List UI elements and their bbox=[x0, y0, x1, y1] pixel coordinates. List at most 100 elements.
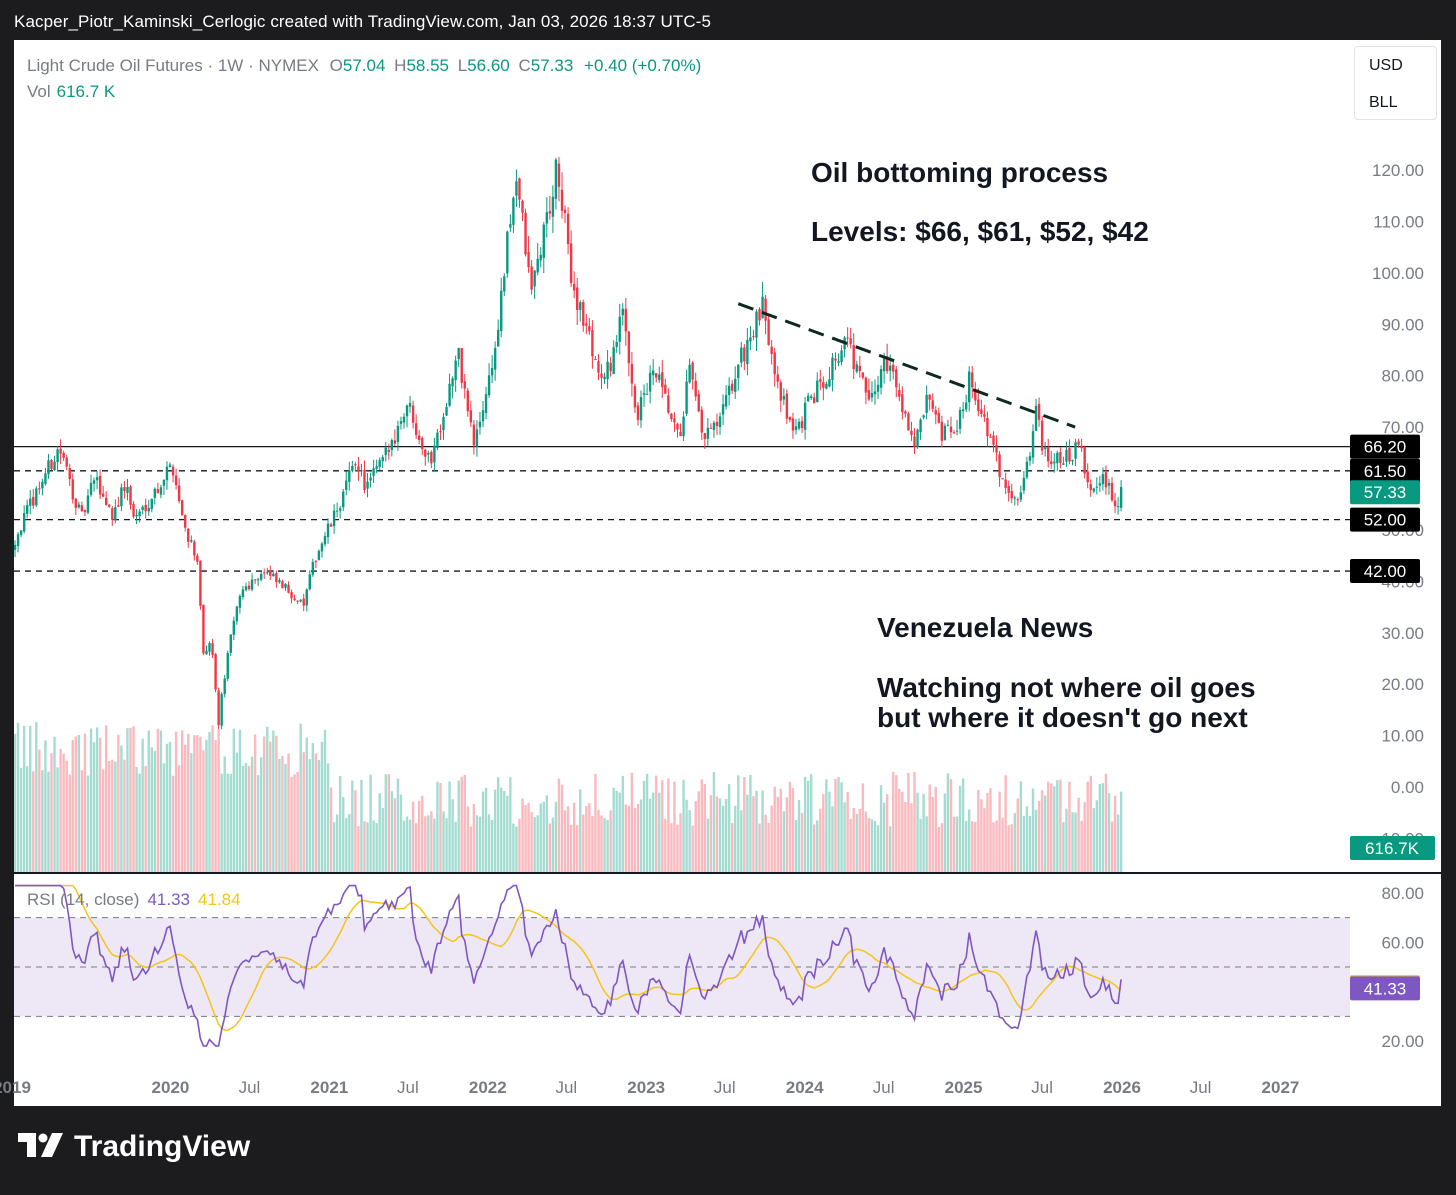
candle-body bbox=[1110, 482, 1114, 501]
tradingview-brand[interactable]: TradingView bbox=[18, 1130, 250, 1164]
volume-bar bbox=[153, 751, 157, 872]
volume-bar bbox=[1025, 806, 1029, 872]
volume-bar bbox=[1095, 800, 1099, 872]
candle-body bbox=[557, 163, 561, 187]
candle-body bbox=[952, 432, 956, 434]
candle-body bbox=[609, 362, 612, 372]
candle-body bbox=[655, 373, 658, 378]
price-axis[interactable]: 120.00110.00100.0090.0080.0070.0050.0040… bbox=[1372, 161, 1424, 848]
volume-bar bbox=[828, 791, 831, 872]
candle-body bbox=[363, 469, 366, 491]
high-label: H bbox=[394, 56, 407, 75]
candle-body bbox=[144, 504, 147, 512]
volume-bar bbox=[150, 747, 153, 872]
volume-bar bbox=[180, 730, 184, 872]
volume-bar bbox=[588, 803, 591, 872]
volume-bar bbox=[253, 734, 257, 872]
candle-body bbox=[496, 329, 500, 347]
candle-body bbox=[925, 394, 928, 413]
volume-bar bbox=[47, 771, 50, 872]
volume-bar bbox=[1059, 779, 1062, 872]
candle-body bbox=[569, 243, 573, 283]
candle-body bbox=[16, 534, 20, 546]
volume-bar bbox=[506, 795, 509, 872]
candle-body bbox=[858, 365, 862, 372]
candle-body bbox=[636, 405, 640, 420]
candle-body bbox=[709, 427, 713, 429]
volume-bar bbox=[901, 791, 904, 872]
volume-bar bbox=[320, 741, 324, 872]
candle-body bbox=[1107, 483, 1111, 486]
currency-label[interactable]: USD bbox=[1369, 57, 1403, 74]
volume-bar bbox=[184, 744, 187, 872]
candle-body bbox=[591, 330, 594, 357]
candle-body bbox=[755, 311, 758, 338]
currency-unit-selector[interactable]: USD BLL bbox=[1354, 46, 1437, 120]
candle-body bbox=[147, 508, 150, 512]
volume-bar bbox=[208, 732, 211, 872]
volume-bar bbox=[813, 824, 816, 872]
volume-bar bbox=[627, 805, 631, 872]
candle-body bbox=[168, 464, 172, 468]
time-tick-label: Jul bbox=[397, 1078, 419, 1097]
candle-body bbox=[621, 308, 624, 316]
candle-body bbox=[685, 381, 688, 414]
candle-body bbox=[998, 454, 1001, 478]
candle-body bbox=[904, 411, 907, 414]
level-badge: 61.50 bbox=[1364, 462, 1407, 481]
volume-bar bbox=[843, 802, 846, 872]
candle-body bbox=[414, 423, 418, 435]
rsi-tick-label: 20.00 bbox=[1381, 1032, 1424, 1051]
candle-body bbox=[208, 643, 211, 652]
volume-label[interactable]: Vol bbox=[27, 82, 51, 101]
volume-bar bbox=[800, 812, 804, 872]
candle-body bbox=[1004, 479, 1007, 488]
candle-body bbox=[740, 347, 743, 363]
volume-bar bbox=[1065, 808, 1068, 872]
volume-bar bbox=[290, 776, 293, 872]
candle-body bbox=[114, 507, 117, 521]
volume-bar bbox=[378, 793, 381, 872]
volume-bar bbox=[989, 788, 992, 872]
rsi-label[interactable]: RSI (14, close) bbox=[27, 890, 140, 909]
candle-body bbox=[302, 598, 305, 606]
candle-body bbox=[712, 422, 716, 430]
low-label: L bbox=[457, 56, 468, 75]
tradingview-logo-icon bbox=[18, 1133, 63, 1157]
candle-body bbox=[898, 390, 901, 397]
candle-body bbox=[439, 431, 442, 433]
rsi-axis[interactable]: 80.00 60.00 20.00 bbox=[1381, 884, 1424, 1051]
volume-bar bbox=[299, 723, 302, 872]
unit-label[interactable]: BLL bbox=[1369, 94, 1398, 111]
volume-bar bbox=[864, 811, 868, 872]
volume-bar bbox=[904, 801, 907, 872]
price-tick-label: 110.00 bbox=[1373, 212, 1424, 231]
volume-bar bbox=[375, 822, 378, 872]
volume-bar bbox=[366, 822, 369, 872]
volume-bar bbox=[694, 801, 697, 872]
volume-bar bbox=[317, 759, 321, 872]
symbol-label[interactable]: Light Crude Oil Futures · 1W · NYMEX bbox=[27, 56, 319, 75]
candle-body bbox=[864, 377, 868, 393]
volume-bar bbox=[475, 815, 479, 872]
volume-bar bbox=[952, 816, 956, 872]
candle-body bbox=[764, 298, 767, 321]
volume-bar bbox=[819, 808, 822, 872]
candle-body bbox=[129, 486, 132, 505]
candle-body bbox=[481, 410, 485, 422]
candle-body bbox=[588, 325, 591, 332]
volume-bar bbox=[199, 736, 202, 872]
candle-body bbox=[895, 369, 898, 388]
candle-body bbox=[1007, 485, 1010, 493]
candle-body bbox=[399, 421, 403, 424]
candle-body bbox=[98, 476, 102, 495]
volume-bar bbox=[655, 775, 658, 872]
time-axis[interactable]: 2019 2020 Jul 2021 Jul 2022 Jul 2023 Jul 2024 Jul 2… bbox=[0, 1078, 1299, 1097]
candle-body bbox=[1098, 483, 1102, 486]
volume-bar bbox=[1080, 820, 1083, 872]
candle-body bbox=[788, 416, 792, 420]
candle-body bbox=[797, 421, 801, 429]
candle-body bbox=[83, 509, 87, 513]
candle-body bbox=[1095, 486, 1099, 488]
